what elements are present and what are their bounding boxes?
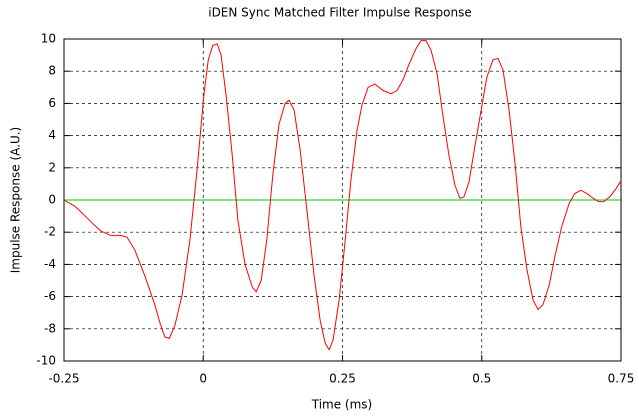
y-tick-label: 8 <box>48 64 56 78</box>
y-tick-label: -10 <box>36 354 56 368</box>
y-tick-label: -6 <box>44 289 56 303</box>
y-tick-label: 2 <box>48 160 56 174</box>
y-tick-label: -2 <box>44 225 56 239</box>
x-tick-label: 0 <box>199 372 207 386</box>
x-tick-label: 0.5 <box>472 372 491 386</box>
x-tick-label: -0.25 <box>48 372 79 386</box>
y-tick-label: 0 <box>48 193 56 207</box>
y-tick-label: 10 <box>41 32 56 46</box>
x-axis-label: Time (ms) <box>311 398 373 412</box>
y-tick-label: 4 <box>48 128 56 142</box>
x-tick-label: 0.75 <box>608 372 635 386</box>
x-tick-label: 0.25 <box>329 372 356 386</box>
y-tick-label: -4 <box>44 257 56 271</box>
y-tick-label: 6 <box>48 96 56 110</box>
y-tick-label: -8 <box>44 321 56 335</box>
chart-title: iDEN Sync Matched Filter Impulse Respons… <box>208 6 472 20</box>
response-line <box>63 40 622 351</box>
y-axis-label: Impulse Response (A.U.) <box>9 127 23 273</box>
